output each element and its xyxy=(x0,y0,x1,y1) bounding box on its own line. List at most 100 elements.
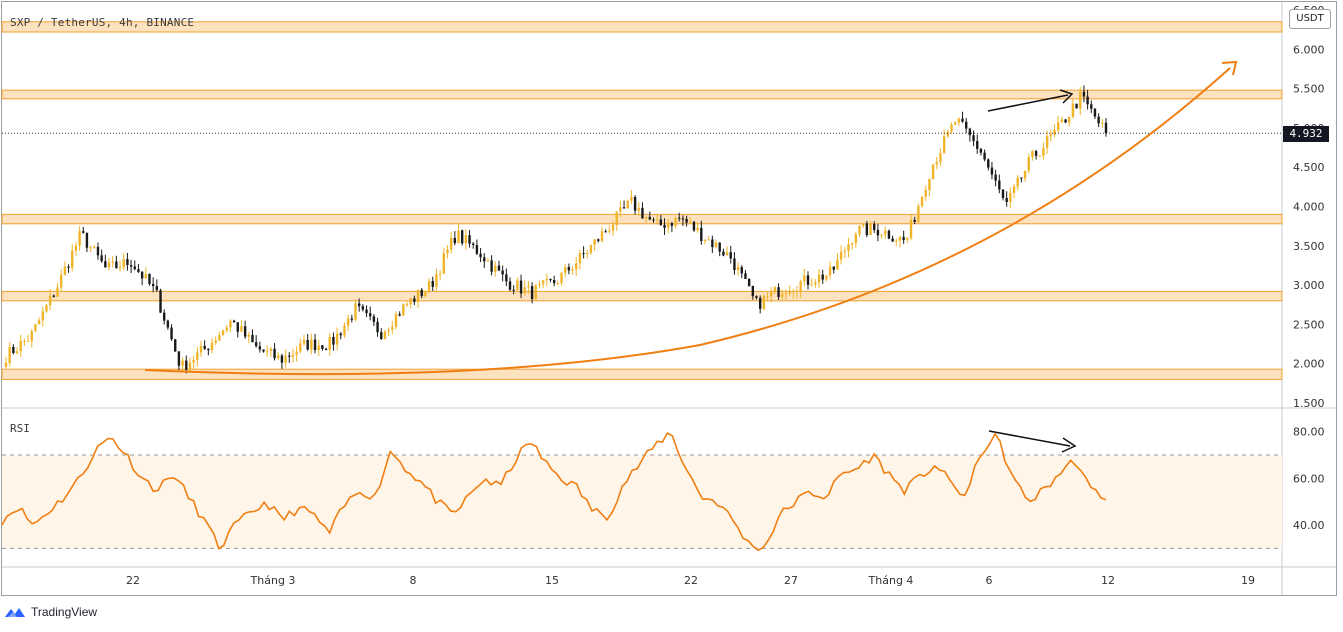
candle-body xyxy=(89,247,92,249)
candle-body xyxy=(773,287,777,293)
candle-body xyxy=(1086,96,1089,105)
candle xyxy=(457,223,460,244)
candle-body xyxy=(1009,192,1012,202)
candle-body xyxy=(589,244,593,253)
rsi-indicator-label[interactable]: RSI xyxy=(10,422,30,435)
candle-body xyxy=(534,285,537,299)
candle xyxy=(718,242,721,257)
candle-body xyxy=(839,251,843,260)
candle xyxy=(494,261,497,277)
currency-unit-badge[interactable]: USDT xyxy=(1289,9,1331,29)
candle xyxy=(777,283,780,300)
candle xyxy=(251,329,254,343)
candle xyxy=(306,333,309,351)
candle-body xyxy=(369,313,372,317)
candle xyxy=(387,327,390,336)
candle xyxy=(633,195,637,215)
tradingview-brand[interactable]: TradingView xyxy=(4,605,97,619)
candle xyxy=(976,134,979,154)
candle xyxy=(442,248,445,275)
candle-body xyxy=(299,343,302,352)
candle xyxy=(854,231,858,248)
candle xyxy=(185,355,188,374)
candle xyxy=(122,253,125,271)
candle xyxy=(464,229,468,250)
candle-body xyxy=(129,265,133,267)
candle xyxy=(847,237,850,258)
candle-body xyxy=(608,230,611,232)
candle-body xyxy=(847,244,850,251)
candle-body xyxy=(104,261,107,268)
candle-body xyxy=(983,152,986,160)
candle xyxy=(486,258,490,262)
candle-body xyxy=(155,286,159,291)
candle xyxy=(354,299,357,322)
candle xyxy=(1049,129,1053,142)
candle-body xyxy=(744,273,747,279)
candle xyxy=(659,215,663,226)
candle-body xyxy=(177,351,181,366)
candle xyxy=(615,211,618,231)
candle-body xyxy=(280,355,284,363)
candle-body xyxy=(902,236,905,240)
candle xyxy=(814,279,817,288)
candle-body xyxy=(865,223,869,235)
candle-body xyxy=(402,304,405,316)
candle xyxy=(575,257,578,276)
candle-body xyxy=(398,314,401,316)
candle xyxy=(803,268,806,287)
candle xyxy=(799,279,802,298)
candle-body xyxy=(170,327,173,340)
candle-body xyxy=(545,279,549,281)
candle xyxy=(56,283,59,297)
candle xyxy=(93,245,96,250)
candle-body xyxy=(611,225,615,231)
candle xyxy=(689,217,692,224)
candle xyxy=(836,253,839,270)
candle-body xyxy=(777,287,780,298)
candle xyxy=(552,275,556,287)
candle-body xyxy=(685,218,688,223)
candle xyxy=(424,290,427,298)
candle-body xyxy=(758,297,762,309)
candle-body xyxy=(858,225,861,235)
candle xyxy=(324,347,328,351)
candle-body xyxy=(1060,119,1064,123)
candle-body xyxy=(151,283,155,287)
candle-body xyxy=(707,239,710,241)
candle xyxy=(479,248,482,263)
candle-body xyxy=(1027,157,1030,171)
candle-body xyxy=(424,291,427,297)
candle-body xyxy=(990,167,994,175)
candle-body xyxy=(814,282,817,285)
candle-body xyxy=(729,252,732,259)
candle-body xyxy=(453,237,457,244)
candle-body xyxy=(1064,119,1067,123)
candle-body xyxy=(538,283,541,286)
candle-body xyxy=(468,235,471,244)
candle-body xyxy=(254,342,258,347)
candle-body xyxy=(431,281,434,287)
candle xyxy=(1090,100,1093,114)
candle-body xyxy=(240,326,243,332)
candle xyxy=(861,222,865,228)
price-tick-label: 3.000 xyxy=(1293,279,1325,292)
candle-body xyxy=(998,180,1001,190)
candle xyxy=(405,300,409,307)
candle xyxy=(174,338,177,352)
candle-body xyxy=(825,275,828,280)
candle-body xyxy=(446,249,449,254)
candle xyxy=(722,248,725,257)
candle xyxy=(380,328,383,341)
candle-body xyxy=(45,305,48,312)
candle-body xyxy=(637,207,640,211)
symbol-title[interactable]: SXP / TetherUS, 4h, BINANCE xyxy=(10,16,195,29)
candle-body xyxy=(365,309,368,314)
candle xyxy=(111,255,114,268)
candle-body xyxy=(295,351,298,355)
candle-body xyxy=(221,330,225,336)
candle xyxy=(876,224,880,242)
candle-body xyxy=(258,346,262,350)
candle xyxy=(78,226,81,251)
candle-body xyxy=(185,360,188,370)
